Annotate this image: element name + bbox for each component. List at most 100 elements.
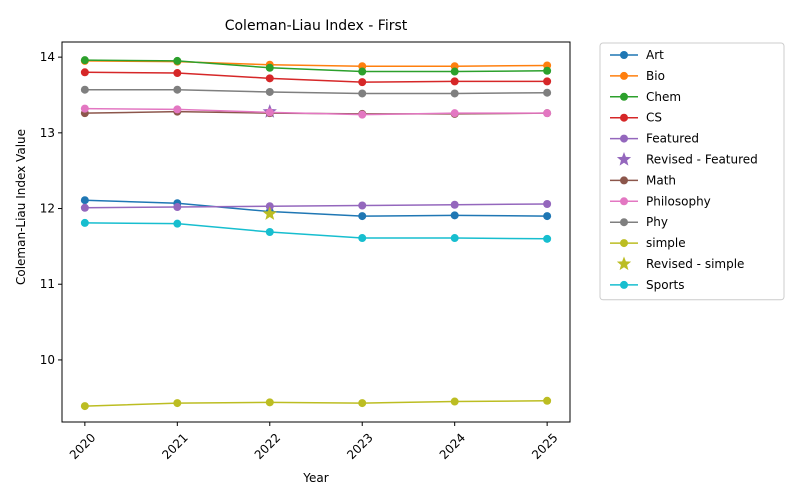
series-phy bbox=[80, 85, 552, 98]
series-art bbox=[80, 196, 552, 221]
legend-dot-marker bbox=[620, 176, 628, 185]
data-point bbox=[265, 398, 274, 407]
data-point bbox=[265, 202, 274, 211]
x-tick-label: 2025 bbox=[529, 431, 560, 462]
plot-area bbox=[80, 56, 552, 411]
legend-label: Sports bbox=[646, 278, 684, 292]
data-point bbox=[265, 63, 274, 72]
legend-dot-marker bbox=[620, 280, 628, 289]
data-point bbox=[173, 219, 182, 228]
series-featured bbox=[80, 199, 552, 212]
series-bio bbox=[80, 56, 552, 71]
legend-entry: Revised - simple bbox=[616, 256, 744, 271]
data-point bbox=[358, 67, 367, 76]
series-line bbox=[84, 59, 548, 73]
data-point bbox=[450, 397, 459, 406]
legend-star-marker bbox=[616, 256, 632, 271]
data-point bbox=[543, 396, 552, 405]
legend-entry: Chem bbox=[610, 90, 681, 104]
data-point bbox=[80, 218, 89, 227]
data-point bbox=[80, 196, 89, 205]
series-sports bbox=[80, 218, 552, 243]
data-point bbox=[543, 109, 552, 118]
legend-label: Philosophy bbox=[646, 194, 711, 208]
data-point bbox=[543, 199, 552, 208]
legend-dot-marker bbox=[620, 134, 628, 143]
legend-entry: CS bbox=[610, 111, 662, 125]
legend-label: Phy bbox=[646, 215, 668, 229]
legend-entry: Art bbox=[610, 48, 664, 62]
data-point bbox=[173, 69, 182, 78]
data-point bbox=[80, 68, 89, 77]
data-point bbox=[543, 88, 552, 97]
chart-title: Coleman-Liau Index - First bbox=[225, 18, 408, 34]
series-philosophy bbox=[80, 104, 552, 119]
data-point bbox=[265, 74, 274, 83]
y-tick-label: 13 bbox=[40, 126, 55, 140]
legend-dot-marker bbox=[620, 113, 628, 122]
x-tick-label: 2020 bbox=[67, 431, 98, 462]
legend-label: Math bbox=[646, 173, 676, 187]
data-point bbox=[358, 212, 367, 221]
legend-label: Featured bbox=[646, 132, 699, 146]
legend-label: Revised - simple bbox=[646, 257, 744, 271]
data-point bbox=[173, 203, 182, 212]
data-point bbox=[543, 77, 552, 86]
legend-dot-marker bbox=[620, 92, 628, 101]
legend-box bbox=[599, 42, 785, 301]
data-point bbox=[173, 85, 182, 94]
data-point bbox=[450, 200, 459, 209]
series-line bbox=[84, 199, 548, 217]
data-point bbox=[173, 56, 182, 65]
data-point bbox=[358, 78, 367, 87]
star-point bbox=[262, 206, 277, 220]
y-axis-title: Coleman-Liau Index Value bbox=[14, 129, 28, 285]
legend-entry: Philosophy bbox=[610, 194, 711, 208]
series-line bbox=[84, 107, 548, 116]
legend-dot-marker bbox=[620, 71, 628, 80]
data-point bbox=[358, 89, 367, 98]
data-point bbox=[80, 85, 89, 94]
series-line bbox=[84, 400, 548, 407]
data-point bbox=[173, 399, 182, 408]
legend-label: CS bbox=[646, 111, 662, 125]
legend-dot-marker bbox=[620, 197, 628, 206]
data-point bbox=[543, 66, 552, 75]
legend-entry: Math bbox=[610, 173, 676, 187]
legend-label: Revised - Featured bbox=[646, 153, 758, 167]
legend-dot-marker bbox=[620, 218, 628, 227]
legend-entry: Phy bbox=[610, 215, 668, 229]
data-point bbox=[358, 234, 367, 243]
legend-entry: simple bbox=[610, 236, 686, 250]
data-point bbox=[265, 108, 274, 117]
data-point bbox=[450, 77, 459, 86]
x-tick-label: 2022 bbox=[252, 431, 283, 462]
legend-label: simple bbox=[646, 236, 686, 250]
data-point bbox=[80, 203, 89, 212]
data-point bbox=[543, 212, 552, 221]
data-point bbox=[358, 201, 367, 210]
x-axis-title: Year bbox=[302, 471, 328, 485]
data-point bbox=[450, 89, 459, 98]
y-tick-label: 11 bbox=[40, 277, 55, 291]
legend-entry: Sports bbox=[610, 278, 684, 292]
data-point bbox=[265, 87, 274, 96]
legend-entry: Bio bbox=[610, 69, 665, 83]
data-point bbox=[80, 104, 89, 113]
data-point bbox=[450, 109, 459, 118]
x-tick-label: 2024 bbox=[437, 431, 468, 462]
data-point bbox=[543, 234, 552, 243]
legend: Art Bio Chem CS Featured Revised - Featured Ma… bbox=[599, 42, 785, 301]
series-line bbox=[84, 222, 548, 240]
data-point bbox=[358, 110, 367, 119]
legend-dot-marker bbox=[620, 51, 628, 59]
data-point bbox=[80, 402, 89, 411]
y-tick-label: 10 bbox=[40, 353, 55, 367]
y-tick-label: 12 bbox=[40, 202, 55, 216]
series-line bbox=[84, 203, 548, 209]
x-tick-label: 2023 bbox=[344, 431, 375, 462]
data-point bbox=[450, 234, 459, 243]
legend-label: Chem bbox=[646, 90, 681, 104]
data-point bbox=[450, 211, 459, 220]
